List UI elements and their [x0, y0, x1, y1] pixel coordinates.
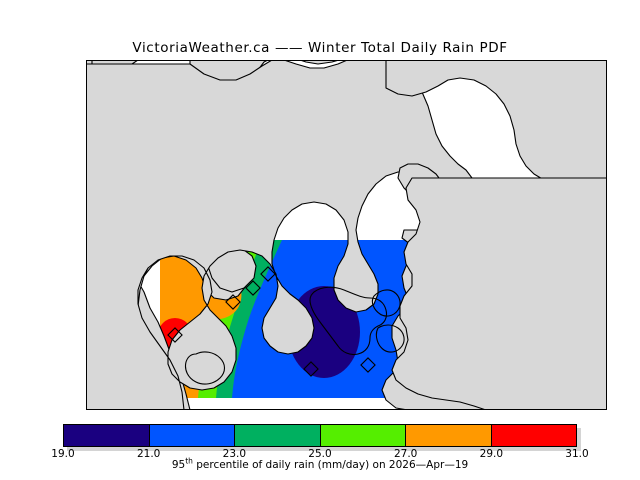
- colorbar-band-21.0-23.0: [149, 425, 235, 446]
- station-markers: [167, 266, 376, 377]
- colorbar-band-27.0-29.0: [406, 425, 492, 446]
- colorbar-tick-31.0: 31.0: [565, 448, 589, 460]
- colorbar: [63, 424, 581, 451]
- colorbar-bands: [63, 424, 577, 447]
- station-marker[interactable]: [167, 327, 183, 343]
- island-outline-southwest: [184, 351, 226, 385]
- island-outline-east: [371, 289, 401, 317]
- colorbar-tick-29.0: 29.0: [479, 448, 504, 460]
- station-marker[interactable]: [360, 357, 376, 373]
- station-marker[interactable]: [245, 280, 261, 296]
- colorbar-tick-labels: 19.0 21.0 23.0 25.0 27.0 29.0 31.0: [51, 448, 588, 462]
- caption-suffix: percentile of daily rain (mm/day) on 202…: [192, 459, 469, 471]
- colorbar-tick-27.0: 27.0: [393, 448, 418, 460]
- colorbar-caption: 95th percentile of daily rain (mm/day) o…: [0, 456, 640, 471]
- colorbar-tick-23.0: 23.0: [222, 448, 247, 460]
- map-canvas: [86, 60, 607, 410]
- station-marker[interactable]: [260, 266, 276, 282]
- colorbar-band-23.0-25.0: [235, 425, 321, 446]
- caption-superscript: th: [185, 456, 193, 466]
- station-marker[interactable]: [303, 361, 319, 377]
- map-frame: [86, 60, 607, 410]
- land-central-bay: [86, 60, 475, 410]
- colorbar-band-25.0-27.0: [320, 425, 406, 446]
- caption-prefix: 95: [171, 459, 186, 471]
- colorbar-band-29.0-31.0: [491, 425, 576, 446]
- island-outlines: [184, 286, 405, 385]
- colorbar-tick-25.0: 25.0: [308, 448, 332, 460]
- land-east-strip: [391, 177, 607, 410]
- island-outline-coastal: [375, 324, 405, 353]
- figure-title: VictoriaWeather.ca —— Winter Total Daily…: [132, 40, 508, 56]
- map-panel: [86, 60, 607, 410]
- landmasses: [86, 60, 607, 410]
- island-outline-central: [309, 286, 388, 356]
- station-marker[interactable]: [225, 294, 241, 310]
- colorbar-tick-19.0: 19.0: [51, 448, 75, 460]
- colorbar-band-19.0-21.0: [64, 425, 150, 446]
- colorbar-tick-21.0: 21.0: [136, 448, 161, 460]
